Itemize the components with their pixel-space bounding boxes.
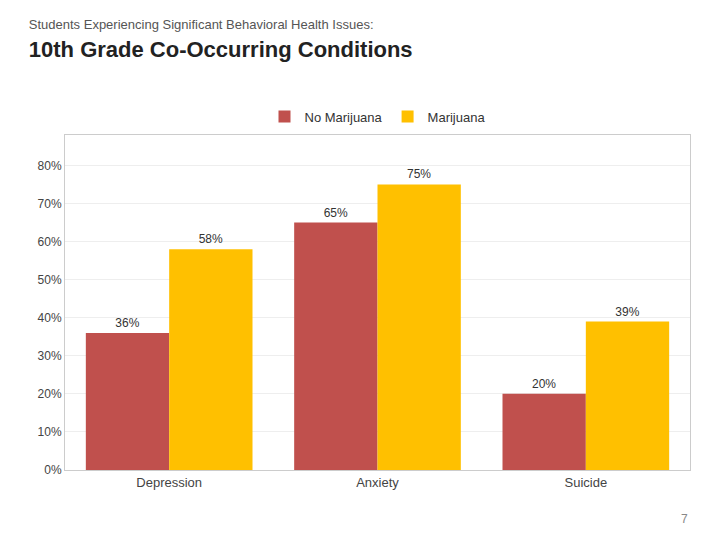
svg-text:Suicide: Suicide <box>565 475 608 490</box>
svg-text:39%: 39% <box>615 305 639 319</box>
svg-text:65%: 65% <box>324 206 348 220</box>
svg-text:80%: 80% <box>38 159 62 173</box>
svg-text:7: 7 <box>681 512 688 526</box>
svg-text:40%: 40% <box>38 311 62 325</box>
svg-text:Depression: Depression <box>136 475 202 490</box>
svg-text:20%: 20% <box>532 377 556 391</box>
svg-text:75%: 75% <box>407 167 431 181</box>
svg-text:50%: 50% <box>38 273 62 287</box>
svg-text:30%: 30% <box>38 349 62 363</box>
svg-text:Students Experiencing Signific: Students Experiencing Significant Behavi… <box>29 17 413 63</box>
svg-text:36%: 36% <box>115 316 139 330</box>
svg-text:10%: 10% <box>38 425 62 439</box>
svg-text:60%: 60% <box>38 235 62 249</box>
svg-text:20%: 20% <box>38 387 62 401</box>
svg-text:70%: 70% <box>38 197 62 211</box>
svg-text:Marijuana: Marijuana <box>428 110 486 125</box>
svg-text:No Marijuana: No Marijuana <box>305 110 383 125</box>
svg-text:Anxiety: Anxiety <box>356 475 399 490</box>
svg-text:0%: 0% <box>44 463 62 477</box>
svg-text:58%: 58% <box>199 232 223 246</box>
